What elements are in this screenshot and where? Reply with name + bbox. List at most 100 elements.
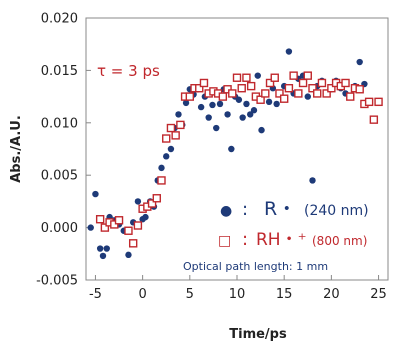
legend-wavelength-r: (240 nm) bbox=[304, 203, 369, 219]
rh-point-12 bbox=[157, 176, 166, 185]
legend: ● : R・ (240 nm) □ : RH・⁺ (800 nm) bbox=[218, 198, 369, 250]
r-point-31 bbox=[213, 124, 220, 132]
rh-point-57 bbox=[369, 115, 379, 124]
y-tick-label-3: 0.010 bbox=[41, 116, 78, 131]
x-tick-label-2: 5 bbox=[186, 287, 194, 302]
r-point-35 bbox=[228, 145, 235, 153]
rh-point-14 bbox=[166, 123, 176, 133]
rh-point-21 bbox=[199, 78, 209, 88]
x-tick-label-5: 20 bbox=[323, 287, 340, 302]
rh-point-10 bbox=[147, 199, 157, 208]
r-point-39 bbox=[243, 100, 250, 108]
rh-point-27 bbox=[228, 89, 237, 98]
legend-entry-r: ● : R・ (240 nm) bbox=[220, 198, 369, 220]
rh-point-13 bbox=[162, 134, 171, 143]
rh-point-31 bbox=[246, 81, 256, 91]
r-point-3 bbox=[99, 252, 107, 260]
rh-point-11 bbox=[152, 194, 161, 203]
rh-point-46 bbox=[317, 78, 327, 88]
r-point-45 bbox=[265, 98, 273, 106]
rh-point-20 bbox=[195, 84, 204, 93]
r-point-2 bbox=[96, 245, 104, 252]
x-tick-label-0: -5 bbox=[89, 287, 102, 302]
rh-point-6 bbox=[128, 239, 138, 248]
r-point-19 bbox=[167, 145, 175, 153]
r-point-40 bbox=[247, 111, 254, 118]
r-point-55 bbox=[309, 177, 316, 184]
r-point-32 bbox=[216, 100, 224, 108]
rh-point-28 bbox=[232, 73, 242, 82]
rh-point-40 bbox=[289, 71, 298, 80]
rh-point-38 bbox=[279, 94, 289, 103]
y-tick-label-2: 0.005 bbox=[41, 169, 78, 184]
rh-point-47 bbox=[322, 89, 331, 98]
rh-point-25 bbox=[218, 92, 228, 101]
r-point-42 bbox=[254, 72, 261, 79]
rh-point-29 bbox=[237, 84, 246, 93]
r-point-13 bbox=[142, 213, 149, 221]
rh-point-56 bbox=[364, 97, 374, 107]
rh-point-58 bbox=[374, 97, 383, 107]
x-tick-label-4: 15 bbox=[276, 287, 293, 302]
rh-point-5 bbox=[124, 226, 133, 235]
rh-point-15 bbox=[171, 131, 180, 140]
y-tick-label-5: 0.020 bbox=[41, 12, 78, 27]
rh-point-4 bbox=[114, 216, 124, 225]
r-point-27 bbox=[197, 103, 205, 111]
r-point-21 bbox=[175, 111, 182, 118]
r-point-50 bbox=[285, 48, 293, 55]
r-point-38 bbox=[239, 114, 246, 121]
r-point-37 bbox=[235, 96, 243, 103]
rh-point-30 bbox=[242, 73, 251, 82]
y-axis-label: Abs./A.U. bbox=[9, 115, 24, 183]
rh-point-16 bbox=[176, 120, 185, 130]
x-tick-label-3: 10 bbox=[229, 287, 246, 302]
tau-annotation: τ = 3 ps bbox=[97, 62, 160, 80]
r-point-30 bbox=[209, 101, 216, 109]
legend-label-r: R・ bbox=[264, 198, 296, 220]
r-point-34 bbox=[224, 111, 231, 118]
x-tick-label-6: 25 bbox=[370, 287, 387, 302]
x-axis-label: Time/ps bbox=[229, 327, 287, 342]
rh-point-48 bbox=[327, 84, 336, 93]
r-point-4 bbox=[103, 245, 110, 252]
r-point-9 bbox=[125, 251, 132, 259]
axis-ticks: -5 0 5 10 15 20 25 -0.005 0.000 0.005 0.010 0.015 0.… bbox=[36, 12, 387, 303]
r-point-11 bbox=[134, 198, 142, 205]
rh-point-37 bbox=[275, 89, 284, 98]
rh-point-33 bbox=[256, 95, 265, 104]
r-point-18 bbox=[163, 153, 170, 160]
r-point-43 bbox=[258, 126, 265, 134]
rh-point-36 bbox=[270, 73, 279, 82]
rh-point-34 bbox=[261, 89, 270, 98]
legend-entry-rh: □ : RH・⁺ (800 nm) bbox=[218, 229, 367, 250]
rh-point-35 bbox=[265, 78, 275, 88]
r-point-0 bbox=[87, 224, 94, 231]
rh-point-42 bbox=[298, 78, 308, 88]
r-point-41 bbox=[250, 107, 258, 114]
r-point-29 bbox=[205, 114, 212, 121]
legend-marker-r: ● bbox=[220, 203, 232, 219]
r-point-65 bbox=[356, 58, 363, 66]
legend-separator-r: : bbox=[242, 199, 248, 220]
rh-point-39 bbox=[284, 84, 294, 93]
x-tick-label-1: 0 bbox=[138, 287, 146, 302]
rh-point-52 bbox=[346, 92, 355, 101]
optical-path-note: Optical path length: 1 mm bbox=[183, 260, 328, 273]
rh-point-43 bbox=[303, 71, 312, 80]
legend-separator-rh: : bbox=[242, 229, 248, 250]
r-point-17 bbox=[158, 164, 165, 172]
legend-label-rh: RH・⁺ bbox=[256, 230, 307, 250]
y-tick-label-1: 0.000 bbox=[41, 221, 78, 236]
r-point-47 bbox=[273, 100, 280, 108]
rh-point-18 bbox=[185, 92, 195, 101]
rh-point-1 bbox=[100, 223, 110, 232]
rh-point-54 bbox=[355, 85, 364, 94]
rh-point-45 bbox=[313, 89, 322, 98]
rh-point-7 bbox=[133, 221, 143, 230]
rh-point-51 bbox=[341, 78, 350, 88]
rh-point-0 bbox=[95, 215, 105, 224]
legend-wavelength-rh: (800 nm) bbox=[312, 234, 367, 248]
y-tick-label-0: -0.005 bbox=[36, 274, 78, 289]
